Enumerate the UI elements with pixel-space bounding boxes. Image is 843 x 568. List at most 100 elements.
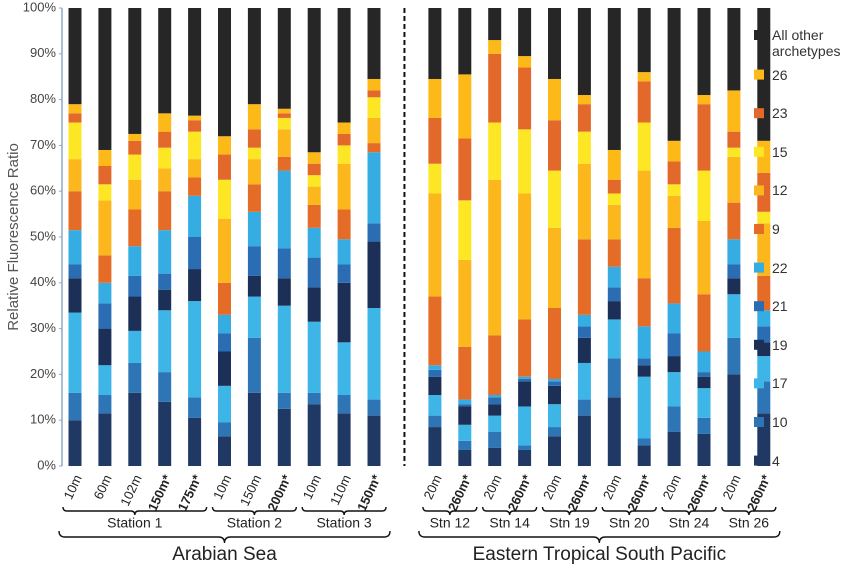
bar-segment bbox=[188, 159, 202, 178]
bar-segment bbox=[428, 78, 442, 118]
region-label: Eastern Tropical South Pacific bbox=[473, 544, 726, 565]
bar-segment bbox=[218, 8, 231, 137]
bar-segment bbox=[247, 211, 261, 247]
station-bracket bbox=[422, 506, 478, 516]
bar-segment bbox=[68, 122, 82, 160]
bar-segment bbox=[98, 200, 112, 256]
bar-segment bbox=[158, 113, 172, 132]
bar-segment bbox=[247, 104, 261, 130]
bar-segment bbox=[98, 328, 112, 366]
bar-segment bbox=[727, 131, 741, 148]
x-tick-label: 110m bbox=[327, 472, 354, 507]
bar-segment bbox=[277, 408, 291, 466]
bar-segment bbox=[518, 129, 532, 194]
bar-segment bbox=[607, 179, 621, 194]
x-tick-label: 150m bbox=[237, 472, 264, 508]
bar-segment bbox=[98, 166, 112, 185]
station-label: Stn 20 bbox=[609, 515, 650, 531]
bar-segment bbox=[158, 273, 172, 290]
bar-segment bbox=[428, 415, 442, 428]
bar-segment bbox=[337, 395, 351, 414]
station-bracket bbox=[601, 506, 657, 516]
bar-segment bbox=[367, 241, 381, 308]
bar-segment bbox=[607, 287, 621, 302]
bar-segment bbox=[637, 72, 651, 82]
bar-segment bbox=[428, 365, 442, 370]
bar-segment bbox=[727, 90, 741, 132]
bar-segment bbox=[637, 438, 651, 446]
legend-label: 9 bbox=[772, 221, 780, 237]
bar-segment bbox=[607, 239, 621, 267]
bar-segment bbox=[367, 78, 381, 91]
bar-segment bbox=[428, 369, 442, 377]
x-tick-label: 10m bbox=[210, 472, 234, 501]
station-label: Station 2 bbox=[227, 515, 282, 531]
y-axis-label: Relative Fluorescence Ratio bbox=[5, 143, 22, 331]
station-bracket bbox=[541, 506, 598, 516]
bar-segment bbox=[697, 372, 711, 377]
bar-segment bbox=[337, 342, 351, 396]
bar-segment bbox=[488, 415, 502, 432]
bar-segment bbox=[367, 97, 381, 118]
bar-segment bbox=[367, 415, 381, 466]
bar-segment bbox=[637, 170, 651, 279]
bar-segment bbox=[367, 8, 381, 79]
bar-segment bbox=[548, 120, 561, 171]
bar-segment bbox=[637, 81, 651, 123]
bar-segment bbox=[518, 449, 532, 466]
bar-segment bbox=[158, 147, 172, 169]
bar-segment bbox=[577, 163, 591, 240]
legend-swatch bbox=[754, 339, 764, 350]
bar-segment bbox=[757, 140, 771, 173]
bar-segment bbox=[757, 310, 771, 327]
bar-segment bbox=[307, 8, 321, 153]
bar-segment bbox=[697, 388, 711, 418]
x-tick-label: 200m* bbox=[264, 472, 294, 514]
bar-segment bbox=[697, 104, 711, 171]
bar-segment bbox=[727, 147, 741, 157]
bar-segment bbox=[697, 95, 711, 105]
bar-segment bbox=[667, 406, 681, 432]
bar-segment bbox=[727, 264, 741, 279]
bar-segment bbox=[98, 365, 112, 396]
bar-segment bbox=[757, 381, 771, 414]
bar-segment bbox=[277, 113, 291, 118]
bar-segment bbox=[247, 275, 261, 297]
bar-segment bbox=[68, 312, 82, 393]
bar-segment bbox=[458, 346, 472, 400]
bar-segment bbox=[488, 53, 502, 123]
bar-segment bbox=[488, 40, 502, 54]
bar-segment bbox=[128, 275, 142, 297]
bar-segment bbox=[458, 404, 472, 407]
bar-segment bbox=[667, 8, 681, 141]
bar-segment bbox=[727, 156, 741, 203]
x-tick-label: 20m bbox=[480, 472, 504, 501]
bar-segment bbox=[548, 227, 561, 308]
bar-segment bbox=[667, 372, 681, 407]
bar-segment bbox=[247, 246, 261, 276]
bar-segment bbox=[727, 202, 741, 240]
station-label: Stn 24 bbox=[669, 515, 710, 531]
bar-segment bbox=[128, 8, 142, 134]
bar-segment bbox=[158, 401, 172, 466]
bar-segment bbox=[337, 239, 351, 265]
bar-segment bbox=[488, 179, 502, 336]
x-tick-label: 260m* bbox=[684, 472, 714, 514]
bar-segment bbox=[337, 133, 351, 146]
bar-segment bbox=[98, 255, 112, 283]
x-tick-label: 20m bbox=[540, 472, 564, 501]
bar-segment bbox=[337, 209, 351, 240]
bar-segment bbox=[548, 78, 561, 121]
bar-segment bbox=[367, 399, 381, 416]
bar-segment bbox=[218, 385, 231, 423]
bar-segment bbox=[128, 179, 142, 210]
bar-segment bbox=[667, 140, 681, 162]
bar-segment bbox=[667, 356, 681, 373]
bar-segment bbox=[577, 337, 591, 363]
bar-segment bbox=[218, 218, 231, 283]
bar-segment bbox=[607, 397, 621, 466]
bar-segment bbox=[727, 294, 741, 338]
x-tick-label: 260m* bbox=[445, 472, 475, 514]
legend-swatch bbox=[754, 108, 764, 119]
